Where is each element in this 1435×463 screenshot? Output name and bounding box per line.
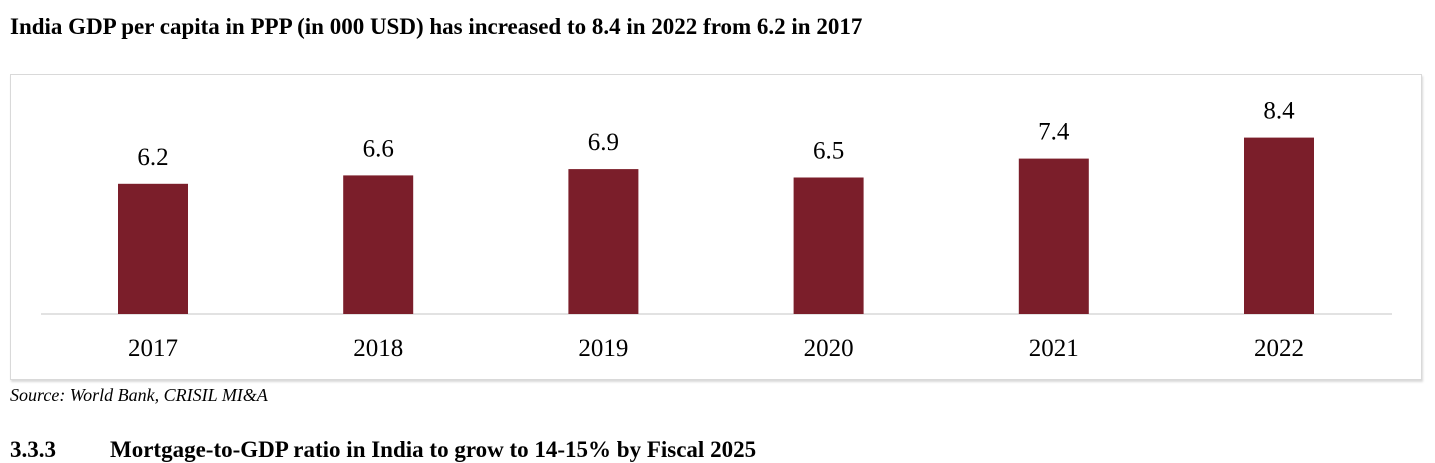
section-title: Mortgage-to-GDP ratio in India to grow t…	[110, 437, 757, 462]
bar-2019	[568, 169, 639, 314]
bar-2020	[793, 177, 864, 314]
bar-2018	[343, 175, 414, 314]
data-label-2021: 7.4	[1038, 119, 1070, 146]
bar-2021	[1018, 158, 1089, 314]
section-number: 3.3.3	[10, 437, 56, 462]
chart-title: India GDP per capita in PPP (in 000 USD)…	[10, 14, 863, 39]
data-label-2019: 6.9	[588, 129, 619, 156]
section-heading: 3.3.3 Mortgage-to-GDP ratio in India to g…	[10, 437, 756, 463]
bar-2022	[1244, 137, 1314, 314]
x-tick-label-2017: 2017	[128, 335, 178, 362]
data-label-2022: 8.4	[1263, 98, 1295, 125]
x-tick-label-2018: 2018	[353, 335, 403, 362]
x-tick-label-2022: 2022	[1254, 335, 1304, 362]
bar-2017	[118, 183, 188, 314]
source-note: Source: World Bank, CRISIL MI&A	[10, 385, 268, 405]
x-tick-label-2020: 2020	[804, 335, 854, 362]
x-tick-label-2021: 2021	[1029, 335, 1079, 362]
data-label-2018: 6.6	[363, 135, 394, 162]
x-tick-label-2019: 2019	[578, 335, 628, 362]
data-label-2017: 6.2	[137, 144, 168, 171]
data-label-2020: 6.5	[813, 138, 844, 165]
chart-frame	[10, 74, 1422, 380]
